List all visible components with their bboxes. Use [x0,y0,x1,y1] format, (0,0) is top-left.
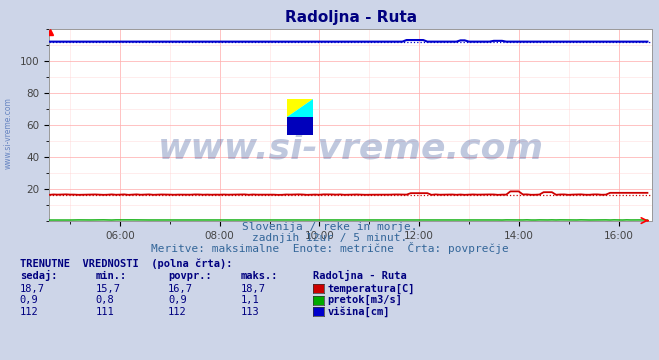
Text: 1,1: 1,1 [241,295,259,305]
Text: min.:: min.: [96,271,127,281]
Text: višina[cm]: višina[cm] [328,306,390,317]
Text: 112: 112 [168,307,186,317]
Text: Radoljna - Ruta: Radoljna - Ruta [313,270,407,281]
Text: Meritve: maksimalne  Enote: metrične  Črta: povprečje: Meritve: maksimalne Enote: metrične Črta… [151,242,508,254]
Text: www.si-vreme.com: www.si-vreme.com [3,97,13,169]
Title: Radoljna - Ruta: Radoljna - Ruta [285,10,417,25]
Polygon shape [287,99,313,117]
Text: temperatura[C]: temperatura[C] [328,284,415,294]
Text: sedaj:: sedaj: [20,270,57,281]
Text: pretok[m3/s]: pretok[m3/s] [328,295,403,305]
Text: povpr.:: povpr.: [168,271,212,281]
Text: 111: 111 [96,307,114,317]
Text: 18,7: 18,7 [20,284,45,294]
Polygon shape [287,99,313,117]
Text: zadnjih 12ur / 5 minut.: zadnjih 12ur / 5 minut. [252,233,407,243]
Text: 0,9: 0,9 [168,295,186,305]
Text: 15,7: 15,7 [96,284,121,294]
Text: 113: 113 [241,307,259,317]
Text: Slovenija / reke in morje.: Slovenija / reke in morje. [242,222,417,233]
Text: 0,8: 0,8 [96,295,114,305]
Text: 112: 112 [20,307,38,317]
Text: maks.:: maks.: [241,271,278,281]
Text: www.si-vreme.com: www.si-vreme.com [158,131,544,165]
Text: 0,9: 0,9 [20,295,38,305]
Text: 18,7: 18,7 [241,284,266,294]
Text: 16,7: 16,7 [168,284,193,294]
Bar [287,117,313,135]
Text: TRENUTNE  VREDNOSTI  (polna črta):: TRENUTNE VREDNOSTI (polna črta): [20,258,232,269]
